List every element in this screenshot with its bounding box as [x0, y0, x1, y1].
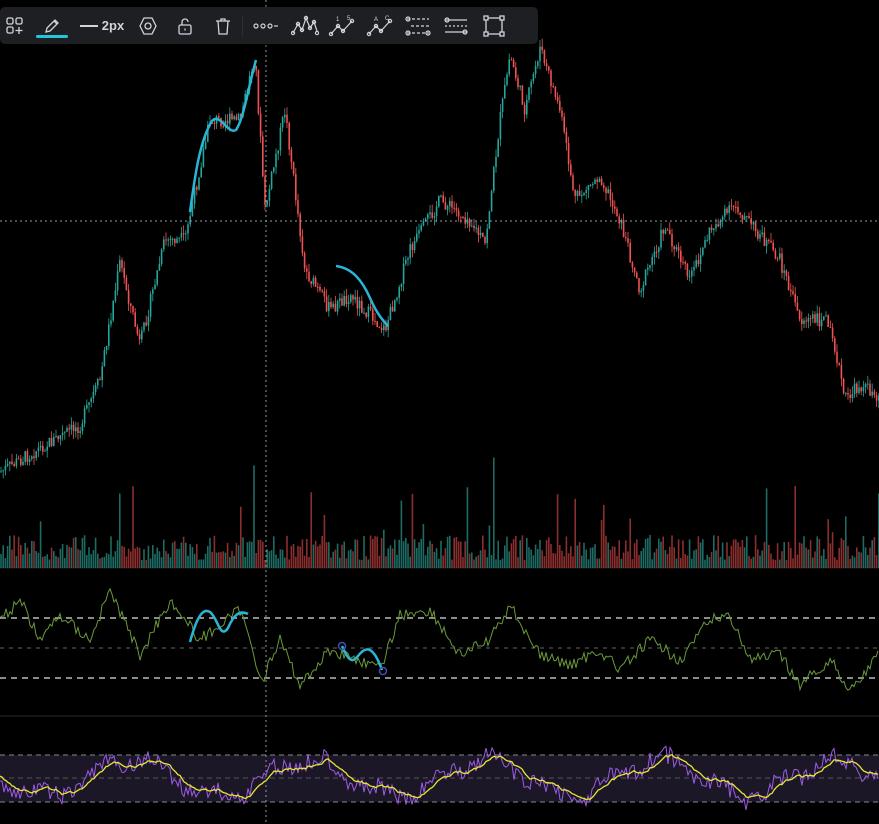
pencil-icon [43, 17, 61, 35]
lock-icon [176, 17, 194, 35]
elliott-wave-icon [291, 15, 319, 37]
add-widget-icon [6, 16, 24, 35]
settings-hexagon-icon [138, 16, 158, 36]
trash-icon [214, 17, 232, 35]
more-button[interactable] [243, 7, 287, 44]
svg-text:C: C [385, 16, 390, 22]
price-candles [0, 38, 879, 479]
line-width-icon [79, 24, 98, 27]
elliott-wave-button[interactable] [287, 7, 323, 44]
rectangle-tool-button[interactable] [475, 7, 513, 44]
add-widget-button[interactable] [0, 7, 30, 44]
svg-text:5: 5 [347, 16, 351, 22]
freehand-drawing[interactable] [188, 609, 249, 643]
rectangle-tool-icon [483, 14, 505, 37]
anchor-point[interactable] [337, 641, 347, 651]
volume-bars [0, 457, 879, 568]
anchor-point[interactable] [378, 666, 388, 676]
pattern-button[interactable] [399, 7, 437, 44]
parallel-lines-icon [443, 16, 469, 36]
freehand-drawing[interactable] [335, 264, 389, 327]
color-swatch[interactable] [36, 35, 68, 38]
lock-button[interactable] [166, 7, 204, 44]
more-icon [252, 21, 278, 31]
freehand-drawing[interactable] [340, 645, 384, 671]
toolbar-divider [242, 14, 243, 37]
parallel-lines-button[interactable] [437, 7, 475, 44]
freehand-drawing[interactable] [188, 59, 258, 213]
pattern-icon [405, 15, 431, 36]
svg-text:1: 1 [336, 17, 340, 23]
svg-text:A: A [374, 17, 378, 23]
settings-button[interactable] [130, 7, 166, 44]
pencil-button[interactable] [30, 7, 74, 44]
rsi-signal-line[interactable] [0, 753, 879, 801]
delete-button[interactable] [204, 7, 242, 44]
line-width-selector[interactable]: 2px [74, 7, 130, 44]
rsi-line[interactable] [0, 745, 879, 810]
oscillator-line[interactable] [0, 587, 879, 692]
line-width-label: 2px [101, 18, 125, 33]
